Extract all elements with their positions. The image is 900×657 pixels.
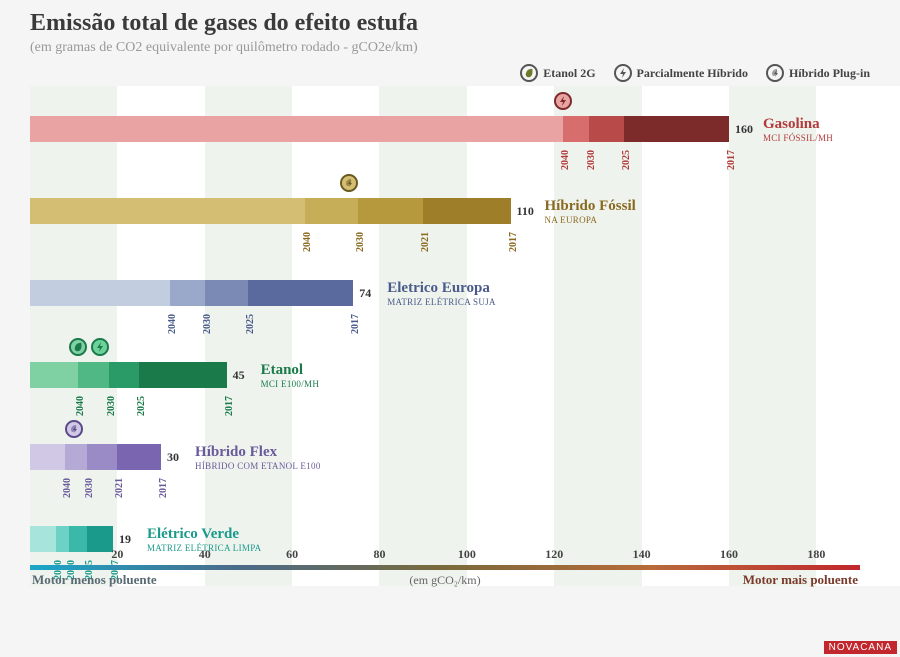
year-label: 2040 [302,232,313,252]
year-label: 2040 [560,150,571,170]
legend-label: Parcialmente Híbrido [637,66,748,81]
category-title: Eletrico Europa [387,280,490,297]
legend-icon [766,64,784,82]
bar-segment [109,362,140,388]
value-label: 19 [119,532,131,547]
category-row: 2040 2030 2025 2017 45 EtanolMCI E100/MH [30,332,860,414]
bar-segment [248,280,353,306]
axis-tick: 160 [720,547,738,562]
bar-segment [170,280,205,306]
year-label: 2025 [621,150,632,170]
year-label: 2025 [136,396,147,416]
category-subtitle: HÍBRIDO COM ETANOL E100 [195,461,321,471]
bar-segment [69,526,86,552]
category-subtitle: MATRIZ ELÉTRICA SUJA [387,297,496,307]
category-subtitle: NA EUROPA [545,215,598,225]
axis-tick: 100 [458,547,476,562]
axis-tick: 120 [545,547,563,562]
year-label: 2030 [84,478,95,498]
year-label: 2017 [224,396,235,416]
axis-tick: 180 [807,547,825,562]
bar-segment [78,362,109,388]
x-axis-gradient [30,565,860,570]
legend: Etanol 2G Parcialmente Híbrido Híbrido Plu… [30,64,870,82]
category-subtitle: MCI FÓSSIL/MH [763,133,833,143]
year-label: 2017 [158,478,169,498]
year-label: 2017 [508,232,519,252]
axis-tick: 20 [111,547,123,562]
category-title: Gasolina [763,116,820,133]
bar-segment [30,116,563,142]
category-row: 2040 2030 2021 2017 30 Híbrido FlexHÍBRIDO CO… [30,414,860,496]
year-label: 2040 [75,396,86,416]
bar-segment [624,116,729,142]
axis-left-label: Motor menos poluente [32,572,157,588]
value-label: 110 [517,204,534,219]
year-label: 2030 [202,314,213,334]
value-label: 45 [233,368,245,383]
year-label: 2021 [420,232,431,252]
bar-segment [30,198,305,224]
bar-segment [87,526,113,552]
bar-segment [30,280,170,306]
chart-title: Emissão total de gases do efeito estufa [30,10,880,37]
bar-segment [30,526,56,552]
category-title: Etanol [261,362,304,379]
legend-label: Híbrido Plug-in [789,66,870,81]
bar-segment [117,444,161,470]
category-title: Híbrido Fóssil [545,198,636,215]
year-label: 2025 [245,314,256,334]
axis-tick: 80 [373,547,385,562]
bolt-icon [91,338,109,356]
category-row: 2040 2030 2025 2017 160 GasolinaMCI FÓSSIL/MH [30,86,860,168]
category-subtitle: MCI E100/MH [261,379,320,389]
legend-icon [614,64,632,82]
legend-item: Híbrido Plug-in [766,64,870,82]
year-label: 2030 [586,150,597,170]
year-label: 2021 [114,478,125,498]
legend-item: Etanol 2G [520,64,595,82]
footer-badge: NOVACANA [824,641,897,654]
bar-segment [358,198,424,224]
bar-segment [139,362,226,388]
bar-segment [423,198,510,224]
bolt-icon [554,92,572,110]
axis-tick: 40 [199,547,211,562]
chart-subtitle: (em gramas de CO2 equivalente por quilôm… [30,40,880,56]
bar-segment [87,444,118,470]
chart-area: 2040203020252017160GasolinaMCI FÓSSIL/MH… [30,86,860,586]
value-label: 160 [735,122,753,137]
year-label: 2030 [355,232,366,252]
category-row: 2040 2030 2021 2017 110 Híbrido FóssilNA EURO… [30,168,860,250]
category-row: 2040 2030 2025 2017 74 Eletrico EuropaMATRIZ … [30,250,860,332]
leafbolt-icon [340,174,358,192]
bar-segment [30,362,78,388]
legend-label: Etanol 2G [543,66,595,81]
bar-segment [65,444,87,470]
axis-right-label: Motor mais poluente [743,572,858,588]
bar-segment [56,526,69,552]
year-label: 2040 [167,314,178,334]
category-title: Híbrido Flex [195,444,277,461]
year-label: 2040 [62,478,73,498]
value-label: 74 [359,286,371,301]
bar-segment [30,444,65,470]
leaf-icon [69,338,87,356]
bar-segment [205,280,249,306]
leafbolt-icon [65,420,83,438]
axis-unit-label: (em gCO₂/km) [409,573,480,588]
bar-segment [563,116,589,142]
axis-tick: 60 [286,547,298,562]
legend-icon [520,64,538,82]
legend-item: Parcialmente Híbrido [614,64,748,82]
value-label: 30 [167,450,179,465]
axis-tick: 140 [633,547,651,562]
year-label: 2030 [106,396,117,416]
bar-segment [305,198,357,224]
category-title: Elétrico Verde [147,526,239,543]
bar-segment [589,116,624,142]
year-label: 2017 [350,314,361,334]
year-label: 2017 [726,150,737,170]
